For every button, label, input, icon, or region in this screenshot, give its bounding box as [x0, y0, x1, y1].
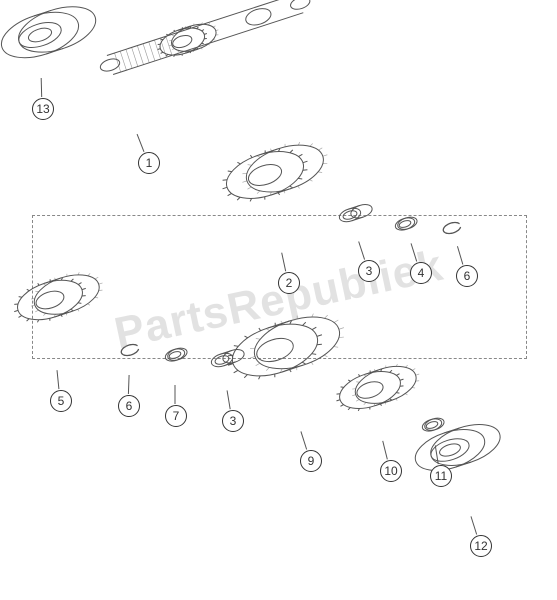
parts-layer [0, 0, 557, 600]
callout-4: 4 [410, 262, 432, 284]
part-bushing-3b [210, 347, 246, 369]
callout-13: 13 [32, 98, 54, 120]
callout-10: 10 [380, 460, 402, 482]
callout-6b: 6 [118, 395, 140, 417]
callout-2: 2 [278, 272, 300, 294]
part-washer-7 [164, 346, 189, 363]
part-gear-9 [226, 307, 346, 385]
callout-5: 5 [50, 390, 72, 412]
part-bearing-left [0, 0, 101, 66]
part-snapring-6a [443, 223, 460, 234]
part-washer-4 [394, 215, 419, 232]
part-gear-2 [221, 136, 330, 207]
parts-diagram: PartsRepubliek 123465673910111213 [0, 0, 557, 600]
callout-7: 7 [165, 405, 187, 427]
part-gear-5 [13, 267, 105, 327]
callout-6a: 6 [456, 265, 478, 287]
callout-11: 11 [430, 465, 452, 487]
part-main-shaft [99, 0, 312, 75]
part-snapring-6b [121, 345, 138, 356]
callout-1: 1 [138, 152, 160, 174]
callout-12: 12 [470, 535, 492, 557]
part-washer-11 [421, 416, 446, 433]
part-bushing-3a [338, 202, 374, 224]
callout-3b: 3 [222, 410, 244, 432]
callout-9: 9 [300, 450, 322, 472]
part-gear-10 [335, 359, 421, 415]
callout-3a: 3 [358, 260, 380, 282]
